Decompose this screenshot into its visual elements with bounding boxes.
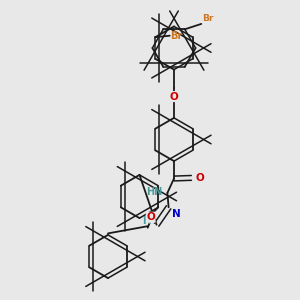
Text: Br: Br — [202, 14, 214, 23]
Text: O: O — [169, 92, 178, 102]
Text: HN: HN — [146, 187, 162, 197]
Text: O: O — [146, 212, 155, 222]
Text: Br: Br — [171, 31, 183, 41]
Text: O: O — [195, 173, 204, 183]
Text: H: H — [142, 216, 150, 226]
Text: N: N — [172, 209, 180, 219]
